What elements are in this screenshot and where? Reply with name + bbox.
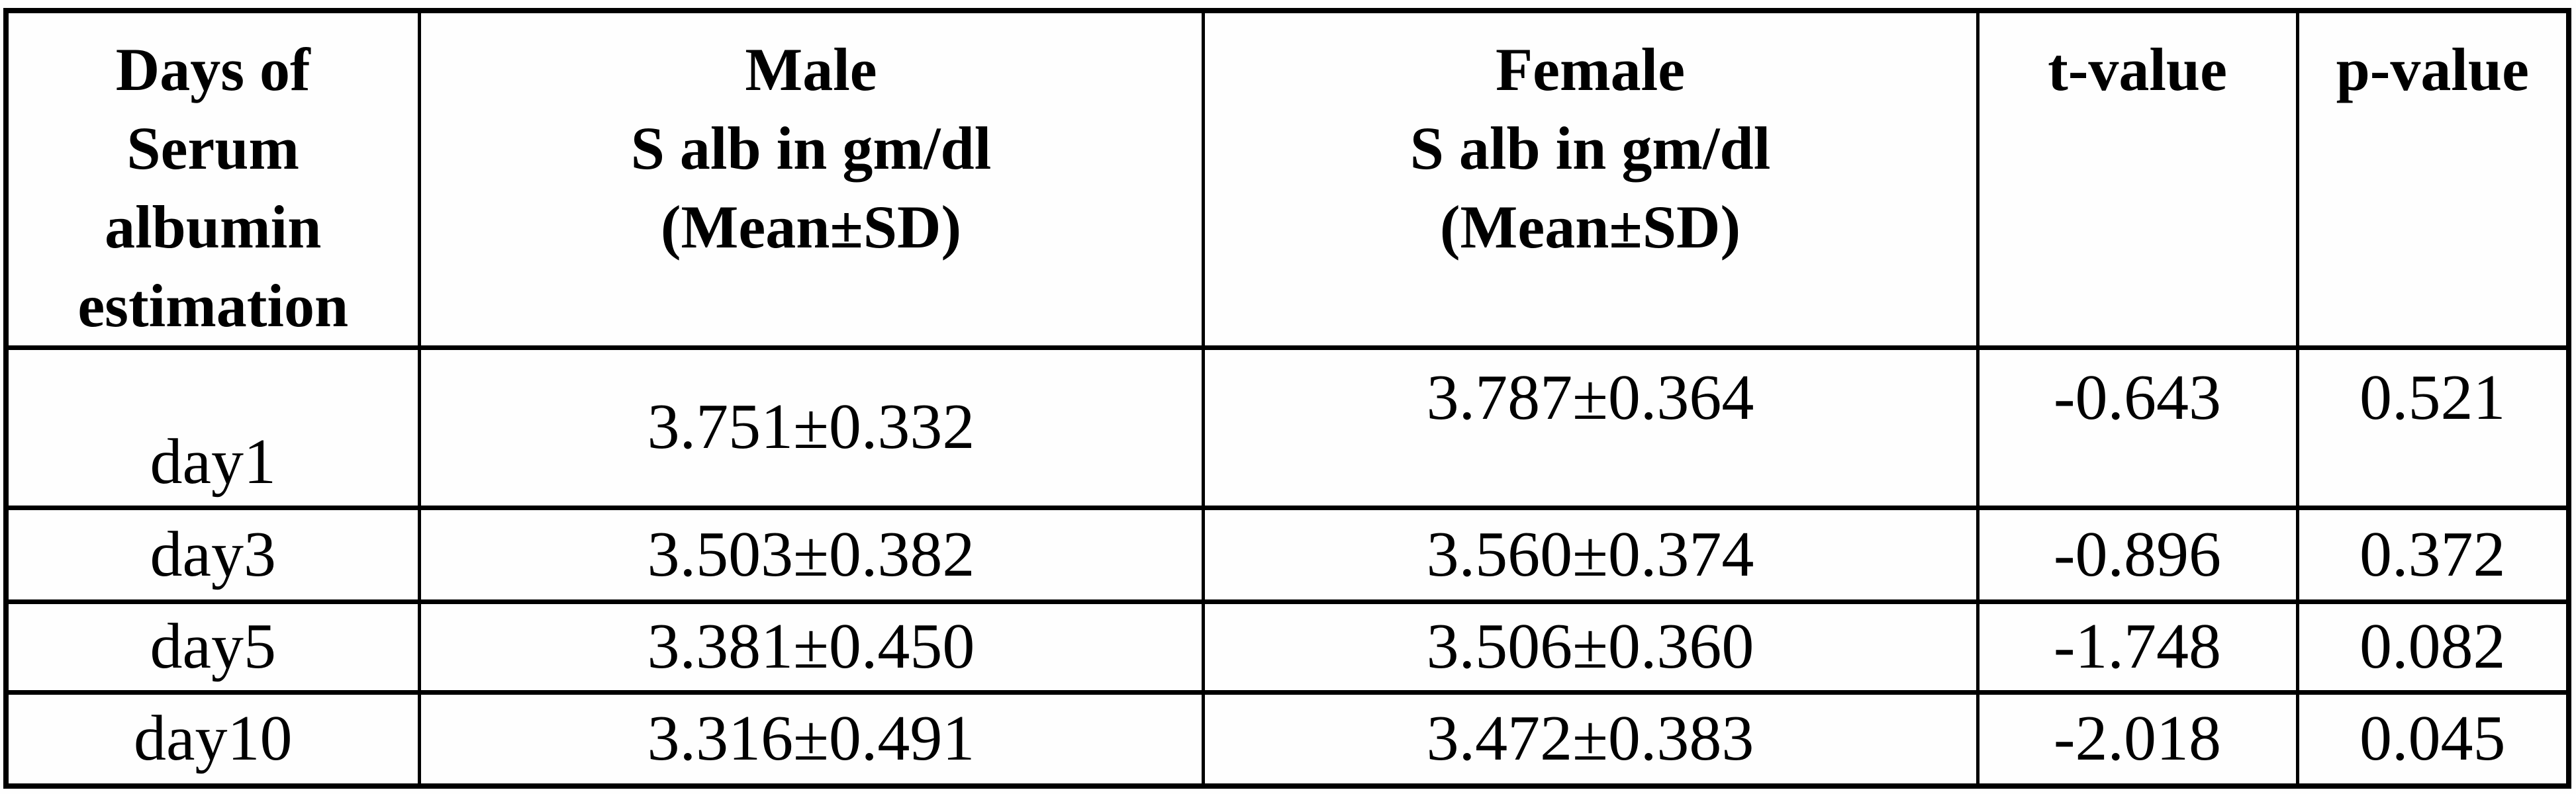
cell-male-value: 3.316±0.491 [417,690,1205,788]
cell-female-value: 3.560±0.374 [1201,506,1980,604]
cell-male-value: 3.751±0.332 [417,345,1205,510]
header-line: (Mean±SD) [660,193,962,261]
header-line: Male [745,36,877,103]
table-row: day3 3.503±0.382 3.560±0.374 -0.896 0.37… [4,506,2571,604]
cell-female-value: 3.506±0.360 [1201,599,1980,695]
column-header-female: Female S alb in gm/dl (Mean±SD) [1201,8,1980,350]
cell-day-label: day5 [4,599,421,695]
header-line: Days of [115,36,310,103]
cell-t-value: -1.748 [1976,599,2299,695]
header-line: estimation [77,272,349,339]
cell-t-value: -2.018 [1976,690,2299,788]
cell-p-value: 0.521 [2295,345,2571,510]
table-row: day1 3.751±0.332 3.787±0.364 -0.643 0.52… [4,345,2571,510]
column-header-male: Male S alb in gm/dl (Mean±SD) [417,8,1205,350]
cell-p-value: 0.082 [2295,599,2571,695]
cell-day-label: day3 [4,506,421,604]
header-line: t-value [2048,36,2227,103]
cell-female-value: 3.787±0.364 [1201,345,1980,510]
serum-albumin-table: Days of Serum albumin estimation Male S … [3,8,2571,789]
cell-p-value: 0.045 [2295,690,2571,788]
cell-day-label: day1 [4,345,421,510]
column-header-p-value: p-value [2295,8,2571,350]
column-header-t-value: t-value [1976,8,2299,350]
header-line: albumin [105,193,322,261]
cell-day-label: day10 [4,690,421,788]
cell-p-value: 0.372 [2295,506,2571,604]
cell-male-value: 3.503±0.382 [417,506,1205,604]
table-header-row: Days of Serum albumin estimation Male S … [4,8,2571,350]
header-line: (Mean±SD) [1439,193,1741,261]
column-header-days: Days of Serum albumin estimation [4,8,421,350]
cell-t-value: -0.643 [1976,345,2299,510]
cell-female-value: 3.472±0.383 [1201,690,1980,788]
table-row: day10 3.316±0.491 3.472±0.383 -2.018 0.0… [4,690,2571,788]
cell-male-value: 3.381±0.450 [417,599,1205,695]
header-line: Serum [126,114,300,182]
header-line: S alb in gm/dl [1409,114,1771,182]
header-line: p-value [2336,36,2529,103]
table-row: day5 3.381±0.450 3.506±0.360 -1.748 0.08… [4,599,2571,695]
header-line: S alb in gm/dl [630,114,992,182]
header-line: Female [1495,36,1686,103]
cell-t-value: -0.896 [1976,506,2299,604]
